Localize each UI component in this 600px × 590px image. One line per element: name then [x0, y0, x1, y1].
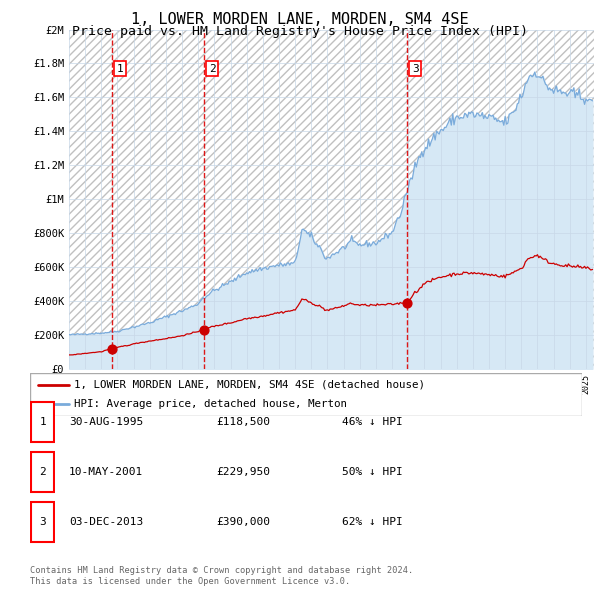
Text: 2: 2: [39, 467, 46, 477]
Text: HPI: Average price, detached house, Merton: HPI: Average price, detached house, Mert…: [74, 399, 347, 409]
Point: [402, 298, 412, 307]
FancyBboxPatch shape: [31, 502, 54, 542]
Text: 03-DEC-2013: 03-DEC-2013: [69, 517, 143, 527]
Text: 10-MAY-2001: 10-MAY-2001: [69, 467, 143, 477]
Text: 30-AUG-1995: 30-AUG-1995: [69, 417, 143, 427]
Text: 50% ↓ HPI: 50% ↓ HPI: [342, 467, 403, 477]
FancyBboxPatch shape: [31, 452, 54, 492]
Text: £118,500: £118,500: [216, 417, 270, 427]
Text: 1: 1: [117, 64, 124, 74]
Text: Contains HM Land Registry data © Crown copyright and database right 2024.
This d: Contains HM Land Registry data © Crown c…: [30, 566, 413, 586]
Text: £229,950: £229,950: [216, 467, 270, 477]
Text: £390,000: £390,000: [216, 517, 270, 527]
Text: 1, LOWER MORDEN LANE, MORDEN, SM4 4SE (detached house): 1, LOWER MORDEN LANE, MORDEN, SM4 4SE (d…: [74, 380, 425, 390]
Text: 3: 3: [412, 64, 419, 74]
Text: 2: 2: [209, 64, 215, 74]
FancyBboxPatch shape: [31, 402, 54, 442]
Point: [199, 325, 209, 335]
Text: 1, LOWER MORDEN LANE, MORDEN, SM4 4SE: 1, LOWER MORDEN LANE, MORDEN, SM4 4SE: [131, 12, 469, 27]
Point: [107, 344, 117, 353]
Text: 62% ↓ HPI: 62% ↓ HPI: [342, 517, 403, 527]
Text: 46% ↓ HPI: 46% ↓ HPI: [342, 417, 403, 427]
FancyBboxPatch shape: [30, 373, 582, 416]
Text: Price paid vs. HM Land Registry's House Price Index (HPI): Price paid vs. HM Land Registry's House …: [72, 25, 528, 38]
Text: 3: 3: [39, 517, 46, 527]
Text: 1: 1: [39, 417, 46, 427]
